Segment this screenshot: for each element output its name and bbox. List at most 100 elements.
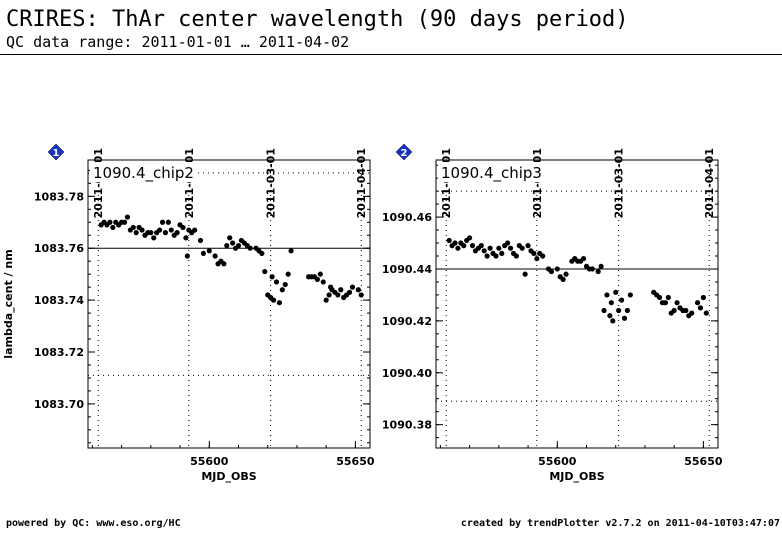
chart1-data-point [259, 250, 265, 257]
chart2-data-point [467, 235, 473, 241]
chart2-data-point [595, 268, 601, 275]
chart1-data-point [273, 279, 280, 285]
page-title: CRIRES: ThAr center wavelength (90 days … [6, 7, 629, 32]
chart2-data-point [589, 266, 595, 272]
chart2-data-point [674, 300, 680, 306]
chart2-date-tick-label: 2011-04-01 [703, 148, 716, 218]
chart2-data-point [525, 243, 531, 249]
chart2-x-axis-label: MJD_OBS [549, 470, 604, 483]
chart2-data-point [540, 253, 546, 259]
chart1-date-tick-label: 2011-01-01 [92, 148, 105, 218]
chart2-badge-number: 2 [401, 148, 408, 159]
chart2-data-point [689, 310, 695, 316]
chart1-date-tick-label: 2011-02-01 [183, 148, 196, 218]
chart-panel-chip2: 2011-01-01 2011-02-01 2011-03-01 2011-04-01… [2, 143, 375, 483]
chart2-y-tick-label: 1090.42 [382, 315, 432, 328]
chart1-data-point [317, 271, 323, 277]
chart1-data-point [139, 227, 145, 233]
chart2-data-point [481, 248, 487, 254]
chart1-x-tick-label: 55600 [190, 455, 229, 468]
chart1-data-point [279, 287, 285, 293]
chart2-data-point [452, 240, 458, 246]
chart1-badge-number: 1 [53, 148, 60, 159]
chart2-data-point [700, 294, 706, 301]
chart2-data-point [534, 255, 540, 262]
chart2-data-point [613, 289, 619, 295]
chart2-data-point [504, 240, 511, 246]
chart2-data-point [522, 271, 528, 277]
chart2-data-point [446, 237, 452, 244]
chart1-y-axis-label: lambda_cent / nm [2, 249, 15, 358]
chart1-y-tick-label: 1083.72 [34, 346, 84, 359]
chart2-panel-label-bg [438, 162, 546, 182]
chart1-y-tick-label: 1083.76 [34, 242, 84, 255]
chart1-data-point [358, 292, 364, 298]
chart1-plot-frame [87, 159, 371, 449]
chart1-data-point [206, 248, 212, 254]
chart1-data-point [221, 261, 227, 267]
chart2-data-point [656, 294, 663, 301]
chart1-data-point [151, 235, 157, 241]
chart2-panel-label: 1090.4_chip3 [441, 164, 542, 183]
chart1-data-point [130, 224, 136, 231]
chart2-data-point [671, 307, 677, 314]
chart1-y-tick-label: 1083.74 [34, 294, 84, 307]
chart2-data-point [487, 245, 493, 251]
chart2-data-point [601, 307, 607, 314]
chart1-data-point [282, 281, 288, 288]
chart1-data-point [285, 271, 291, 277]
chart1-data-point [335, 292, 341, 298]
chart1-data-point [124, 214, 131, 220]
chart2-data-point [624, 307, 631, 314]
chart2-y-tick-label: 1090.38 [382, 419, 432, 432]
chart2-data-point [548, 268, 555, 275]
chart2-data-point [519, 245, 525, 251]
chart2-x-tick-label: 55600 [538, 455, 577, 468]
chart1-panel-label-bg [90, 162, 198, 182]
chart2-data-point [607, 313, 613, 319]
chart2-data-point [469, 243, 476, 249]
chart1-data-point [230, 240, 236, 246]
chart2-data-point [531, 250, 537, 257]
chart1-data-point [183, 235, 189, 241]
chart1-data-point [162, 230, 169, 236]
chart1-data-point [235, 243, 242, 249]
chart1-data-point [133, 230, 139, 236]
chart2-data-point [554, 266, 560, 272]
chart2-data-point [665, 294, 671, 301]
chart2-data-point [621, 315, 628, 321]
page-subtitle: QC data range: 2011-01-01 … 2011-04-02 [6, 33, 350, 51]
chart1-panel-label: 1090.4_chip2 [93, 164, 194, 183]
chart1-data-point [200, 250, 207, 257]
chart2-data-point [513, 253, 519, 259]
chart2-data-point [608, 300, 614, 306]
chart1-data-point [184, 253, 190, 259]
chart1-y-tick-label: 1083.78 [34, 190, 84, 203]
chart1-data-point [224, 243, 230, 249]
chart1-data-point [349, 284, 356, 290]
chart2-data-point [507, 245, 514, 251]
chart2-data-point [493, 253, 499, 259]
chart1-data-point [320, 279, 326, 285]
chart-panel-chip3: 2011-01-01 2011-02-01 2011-03-01 2011-04-01… [382, 143, 723, 483]
chart1-data-point [247, 245, 253, 251]
chart1-data-point [180, 224, 186, 231]
chart2-data-point [580, 255, 587, 262]
chart1-data-point [227, 235, 233, 241]
chart1-data-point [148, 230, 154, 236]
chart1-data-point [326, 292, 332, 298]
chart1-x-axis-label: MJD_OBS [201, 470, 256, 483]
chart2-data-point [455, 245, 461, 251]
chart1-data-point [314, 276, 320, 282]
chart1-data-point [121, 219, 128, 225]
chart2-data-point [484, 253, 490, 259]
chart1-date-tick-label: 2011-03-01 [265, 148, 278, 218]
chart2-x-tick-label: 55650 [684, 455, 723, 468]
chart2-y-tick-label: 1090.44 [382, 263, 432, 276]
footer-created-by: created by trendPlotter v2.7.2 on 2011-0… [460, 518, 780, 529]
chart2-data-point [610, 318, 616, 324]
chart2-data-point [694, 300, 701, 306]
chart1-data-point [165, 219, 171, 225]
chart2-data-point [703, 310, 709, 316]
